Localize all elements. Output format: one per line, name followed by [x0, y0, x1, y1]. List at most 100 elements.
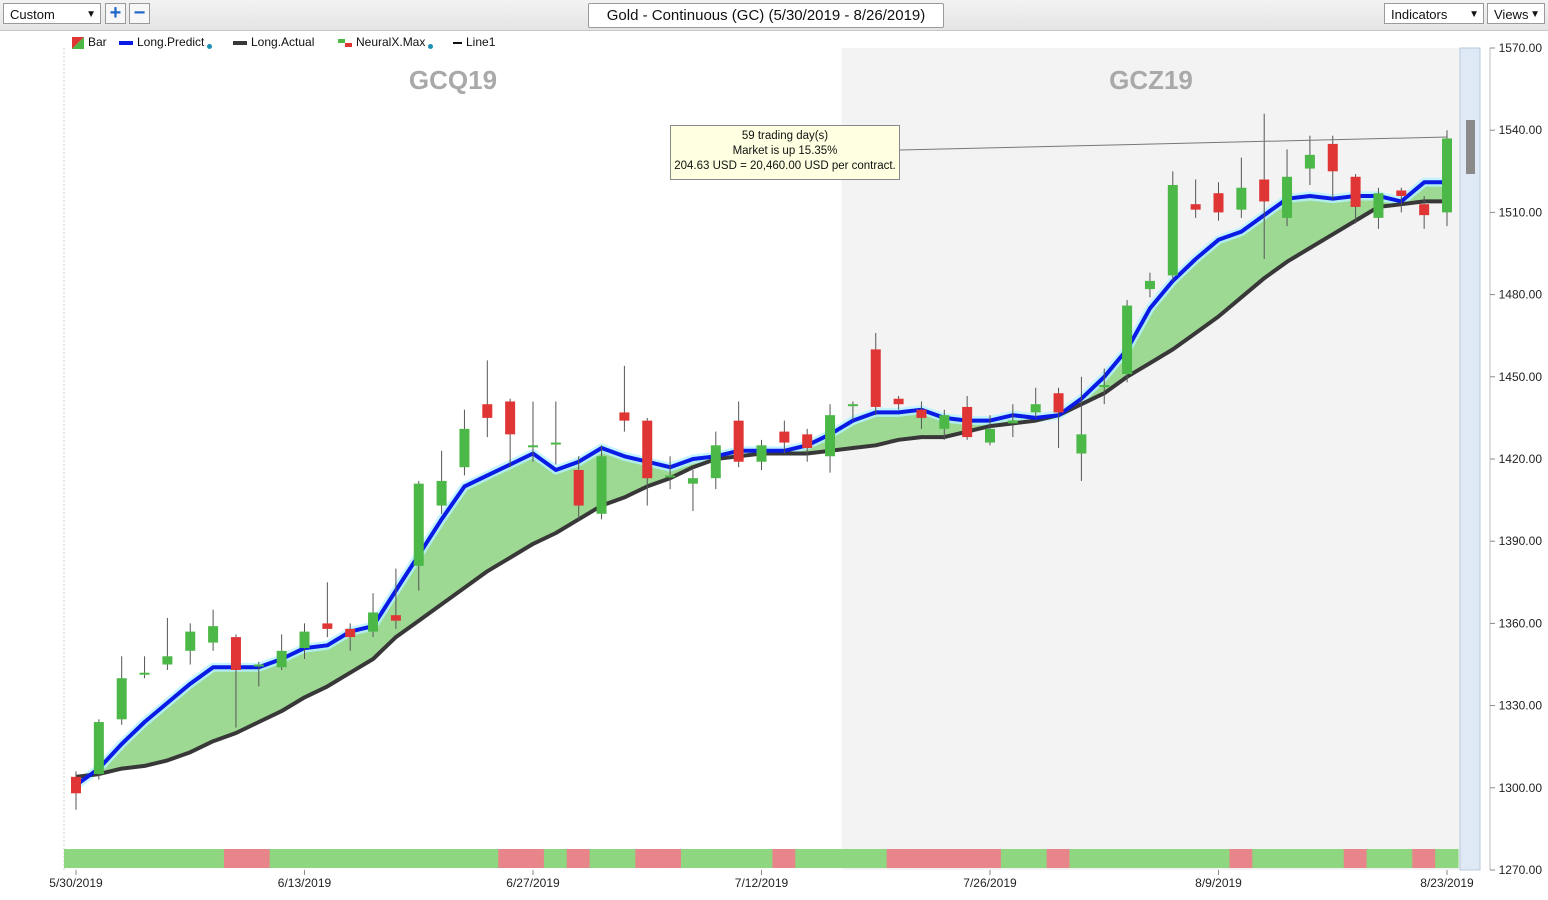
- candle-body: [139, 672, 150, 675]
- candle: [1304, 135, 1315, 185]
- preset-label: Custom: [10, 7, 55, 22]
- candle: [345, 623, 356, 651]
- candle-body: [1122, 305, 1133, 375]
- strip-segment: [1183, 849, 1208, 868]
- candle: [1053, 387, 1064, 449]
- legend-neuralx-max[interactable]: NeuralX.Max: [338, 34, 434, 50]
- tooltip-days: 59 trading day(s): [741, 130, 829, 142]
- measure-tooltip: 59 trading day(s) Market is up 15.35% 20…: [670, 125, 900, 180]
- fill-area: [76, 182, 1447, 786]
- legend-long-actual[interactable]: Long.Actual: [233, 34, 314, 50]
- strip-segment: [406, 849, 431, 868]
- strip-segment: [863, 849, 888, 868]
- y-tick-label: 1420.00: [1499, 452, 1543, 466]
- strip-segment: [1412, 849, 1436, 868]
- strip-segment: [681, 849, 705, 868]
- candle-body: [1419, 204, 1430, 216]
- neuralx-swatch-icon: [338, 38, 352, 47]
- contract-label-first: GCQ19: [409, 65, 497, 95]
- strip-segment: [109, 849, 134, 868]
- chart-title[interactable]: Gold - Continuous (GC) (5/30/2019 - 8/26…: [588, 3, 944, 28]
- candle-body: [436, 480, 447, 506]
- strip-segment: [246, 849, 271, 868]
- candle: [573, 456, 584, 520]
- settings-dot-icon[interactable]: [207, 44, 213, 49]
- candle: [1213, 182, 1224, 221]
- strip-segment: [521, 849, 545, 868]
- zoom-out-button[interactable]: −: [129, 3, 150, 24]
- candle: [1099, 368, 1110, 405]
- candle: [733, 401, 744, 468]
- views-dropdown[interactable]: Views ▼: [1487, 3, 1545, 24]
- strip-segment: [452, 849, 476, 868]
- candle-body: [413, 483, 424, 566]
- candle: [1144, 272, 1155, 298]
- legend-long-predict[interactable]: Long.Predict: [119, 34, 213, 50]
- price-chart[interactable]: 1270.00 1300.00 1330.00 1360.00 1390.00 1420.…: [0, 30, 1548, 900]
- candle-body: [1144, 280, 1155, 290]
- x-tick-label: 7/12/2019: [735, 876, 789, 890]
- candle: [779, 420, 790, 454]
- candle-body: [1213, 193, 1224, 213]
- candle-body: [345, 628, 356, 638]
- candle-body: [1327, 143, 1338, 172]
- candle: [642, 417, 653, 506]
- candle: [1030, 387, 1041, 418]
- strip-segment: [178, 849, 202, 868]
- candle-body: [619, 412, 630, 421]
- candle-body: [665, 475, 676, 478]
- candle-body: [116, 678, 127, 720]
- candle-body: [596, 456, 607, 514]
- y-tick-label: 1330.00: [1499, 699, 1543, 713]
- legend-line1[interactable]: Line1: [453, 34, 495, 50]
- settings-dot-icon[interactable]: [428, 44, 434, 49]
- strip-segment: [932, 849, 956, 868]
- neuralx-strip: [64, 849, 1459, 868]
- candle-body: [962, 406, 973, 438]
- strip-segment: [589, 849, 614, 868]
- candle: [802, 428, 813, 462]
- strip-segment: [1046, 849, 1071, 868]
- candle: [139, 656, 150, 679]
- candle-body: [756, 445, 767, 462]
- candle: [1076, 376, 1087, 481]
- candle: [528, 401, 538, 462]
- indicators-dropdown[interactable]: Indicators ▼: [1384, 3, 1484, 24]
- candle-body: [322, 623, 333, 629]
- bar-swatch-icon: [72, 36, 84, 49]
- candle-body: [162, 656, 173, 665]
- legend-bar[interactable]: Bar: [72, 34, 107, 50]
- strip-segment: [1138, 849, 1162, 868]
- candle: [230, 634, 241, 728]
- candles: [71, 113, 1452, 810]
- candle: [116, 656, 127, 725]
- candle-body: [1076, 434, 1087, 454]
- strip-segment: [978, 849, 1002, 868]
- preset-dropdown[interactable]: Custom ▼: [3, 3, 101, 24]
- candle-body: [1236, 187, 1247, 210]
- candle: [1259, 113, 1270, 259]
- vertical-scrollbar[interactable]: [1459, 47, 1481, 871]
- zoom-in-button[interactable]: +: [105, 3, 126, 24]
- strip-segment: [1275, 849, 1299, 868]
- candle-body: [1099, 385, 1110, 388]
- strip-segment: [338, 849, 362, 868]
- strip-segment: [1320, 849, 1345, 868]
- strip-segment: [361, 849, 385, 868]
- candle-body: [825, 415, 836, 457]
- candle-body: [642, 420, 653, 479]
- strip-segment: [1115, 849, 1139, 868]
- scrollbar-thumb[interactable]: [1466, 120, 1475, 174]
- candle: [985, 415, 995, 446]
- strip-segment: [772, 849, 796, 868]
- candle: [390, 568, 401, 629]
- strip-segment: [1160, 849, 1185, 868]
- candle: [185, 623, 196, 665]
- contract-label-second: GCZ19: [1109, 65, 1193, 95]
- candle: [665, 456, 676, 490]
- candle: [1442, 130, 1452, 227]
- strip-segment: [703, 849, 728, 868]
- candle: [687, 469, 698, 512]
- candle-body: [1007, 420, 1018, 424]
- candle-body: [528, 445, 538, 448]
